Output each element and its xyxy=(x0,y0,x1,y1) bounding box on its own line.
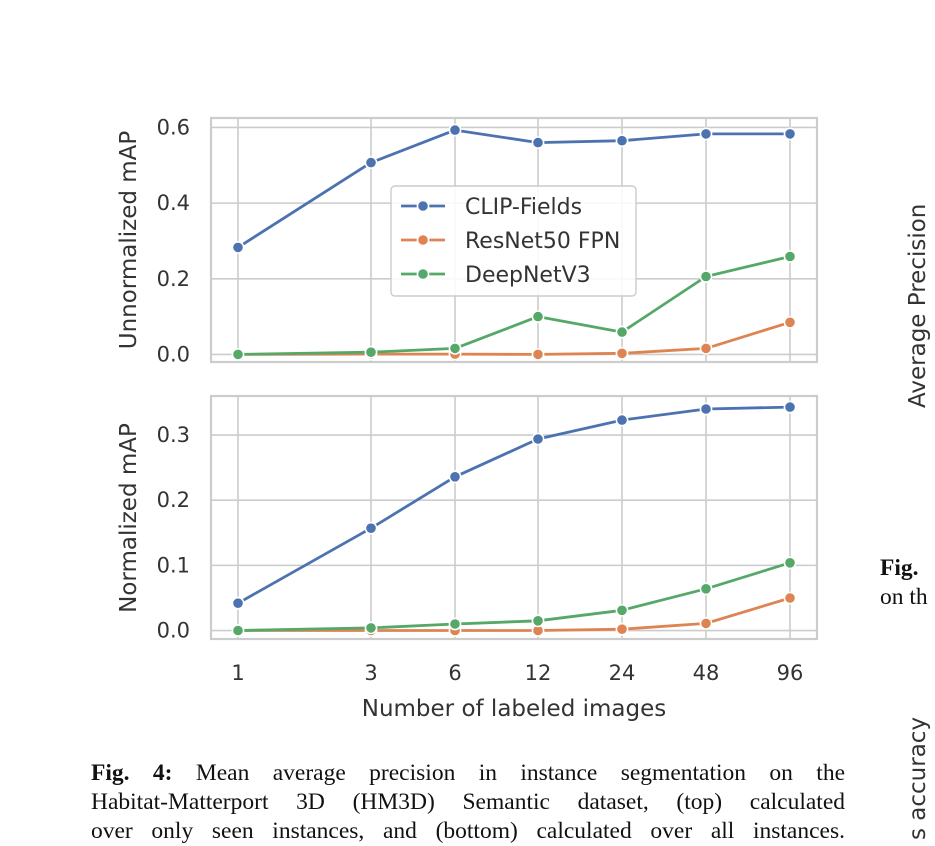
x-tick-label-12: 12 xyxy=(525,661,552,685)
y-axis-label: Unnormalized mAP xyxy=(116,131,142,350)
data-point-deepnetv3-3 xyxy=(364,345,378,359)
caption-text-1: Mean average precision in instance segme… xyxy=(195,760,845,786)
y-tick-label-0.4: 0.4 xyxy=(157,191,190,215)
data-point-deepnetv3-6 xyxy=(448,617,462,631)
data-point-resnet50-fpn-96 xyxy=(783,591,797,605)
plot-area xyxy=(211,396,817,639)
data-point-clip-fields-24 xyxy=(615,134,629,148)
data-point-clip-fields-12 xyxy=(531,136,545,149)
data-point-deepnetv3-24 xyxy=(615,325,629,339)
right-caption-label: Fig. xyxy=(880,555,919,581)
x-tick-label-48: 48 xyxy=(693,661,720,685)
right-ylabel-top: Average Precision xyxy=(905,203,931,408)
legend-label-deepnetv3: DeepNetV3 xyxy=(465,263,591,288)
data-point-deepnetv3-12 xyxy=(531,310,545,323)
data-point-clip-fields-48 xyxy=(699,402,713,416)
data-point-clip-fields-24 xyxy=(615,413,629,427)
legend-label-clip-fields: CLIP-Fields xyxy=(465,195,582,220)
x-tick-label-24: 24 xyxy=(609,661,636,685)
y-tick-label-0.1: 0.1 xyxy=(157,553,190,577)
x-tick-label-1: 1 xyxy=(231,661,244,685)
legend-marker-deepnetv3 xyxy=(416,267,430,281)
data-point-clip-fields-3 xyxy=(364,156,378,169)
right-caption-text: on th xyxy=(880,584,928,610)
y-tick-label-0.3: 0.3 xyxy=(157,423,190,447)
y-tick-label-0.6: 0.6 xyxy=(157,115,190,139)
caption-label: Fig. 4: xyxy=(91,760,173,786)
caption-line-2: Habitat-Matterport 3D (HM3D) Semantic da… xyxy=(91,789,845,815)
right-ylabel-bottom: s accuracy xyxy=(905,716,931,840)
plot-frame xyxy=(209,394,819,641)
x-axis-label: Number of labeled images xyxy=(362,696,667,722)
bottom-panel-normalized-map: 0.0 0.1 0.2 0.3 Normalized mAP 1 3 6 12 24 48 96 Num… xyxy=(116,394,819,722)
y-tick-label-0.2: 0.2 xyxy=(157,488,190,512)
y-tick-label-0.0: 0.0 xyxy=(157,619,190,643)
data-point-deepnetv3-96 xyxy=(783,556,797,570)
data-point-resnet50-fpn-48 xyxy=(699,617,713,630)
data-point-deepnetv3-1 xyxy=(231,347,245,361)
plot-frame xyxy=(209,116,819,364)
figure-caption: Fig. 4: Mean average precision in instan… xyxy=(91,759,845,846)
data-point-resnet50-fpn-24 xyxy=(615,622,629,636)
data-point-clip-fields-1 xyxy=(231,596,245,610)
data-point-deepnetv3-3 xyxy=(364,621,378,635)
data-point-clip-fields-12 xyxy=(531,432,545,446)
y-tick-label-0.2: 0.2 xyxy=(157,267,190,291)
data-point-clip-fields-6 xyxy=(448,123,462,137)
x-tick-label-3: 3 xyxy=(364,661,377,685)
legend-label-resnet50-fpn: ResNet50 FPN xyxy=(465,229,620,254)
caption-line-1: Fig. 4: Mean average precision in instan… xyxy=(91,759,845,788)
legend-marker-clip-fields xyxy=(416,199,430,213)
data-point-deepnetv3-6 xyxy=(448,341,462,355)
data-point-deepnetv3-48 xyxy=(699,582,713,596)
data-point-clip-fields-96 xyxy=(783,127,797,141)
data-point-deepnetv3-1 xyxy=(231,624,245,637)
legend-marker-resnet50-fpn xyxy=(416,233,430,247)
data-point-deepnetv3-96 xyxy=(783,250,797,263)
data-point-resnet50-fpn-96 xyxy=(783,315,797,329)
top-panel-unnormalized-map: 0.0 0.2 0.4 0.6 Unnormalized mAP CLIP-Fields R… xyxy=(116,115,819,366)
data-point-resnet50-fpn-48 xyxy=(699,341,713,355)
y-axis-label: Normalized mAP xyxy=(116,423,142,613)
data-point-clip-fields-96 xyxy=(783,400,797,414)
y-tick-label-0.0: 0.0 xyxy=(157,342,190,366)
data-point-resnet50-fpn-24 xyxy=(615,346,629,360)
x-tick-label-96: 96 xyxy=(777,661,804,685)
data-point-deepnetv3-24 xyxy=(615,603,629,617)
data-point-clip-fields-1 xyxy=(231,240,245,254)
data-point-clip-fields-6 xyxy=(448,470,462,484)
x-tick-label-6: 6 xyxy=(448,661,461,685)
data-point-deepnetv3-12 xyxy=(531,614,545,628)
data-point-clip-fields-3 xyxy=(364,521,378,535)
data-point-resnet50-fpn-12 xyxy=(531,347,545,361)
caption-line-3: over only seen instances, and (bottom) c… xyxy=(91,818,845,844)
legend-box xyxy=(390,185,637,297)
data-point-clip-fields-48 xyxy=(699,127,713,141)
data-point-deepnetv3-48 xyxy=(699,270,713,283)
